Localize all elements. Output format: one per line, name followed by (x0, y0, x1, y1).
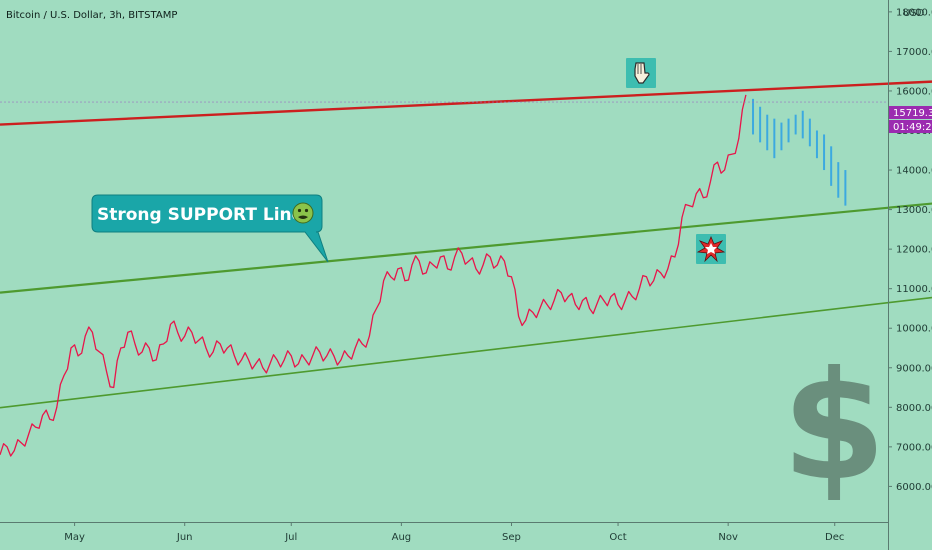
x-tick-label: Sep (502, 532, 521, 543)
y-tick-label: 11000.00 (896, 284, 932, 295)
plot-background (0, 0, 888, 522)
x-tick-label: Aug (392, 532, 412, 543)
support-callout[interactable]: Strong SUPPORT Line (91, 194, 329, 263)
dollar-sign-icon: $ (782, 340, 886, 514)
trend-lines (0, 77, 932, 409)
nauseated-face-icon (292, 202, 314, 224)
chart-title: Bitcoin / U.S. Dollar, 3h, BITSTAMP (6, 10, 177, 21)
y-tick-label: 14000.00 (896, 166, 932, 177)
x-tick-label: Jun (176, 532, 193, 543)
svg-text:$: $ (782, 340, 886, 514)
callout-bubble (91, 194, 329, 263)
price-axis[interactable]: 6000.00 7000.00 8000.00 9000.00 10000.00 1100… (888, 7, 932, 493)
currency-label: USD (903, 8, 925, 19)
y-tick-label: 18000.00 (896, 7, 932, 18)
y-tick-label: 16000.00 (896, 86, 932, 97)
y-tick-label: 9000.00 (896, 363, 932, 374)
price-badge: 15719.32 01:49:22 (889, 106, 932, 133)
y-tick-label: 6000.00 (896, 482, 932, 493)
y-tick-label: 10000.00 (896, 324, 932, 335)
price-badge-value: 15719.32 (893, 108, 932, 119)
y-tick-label: 17000.00 (896, 47, 932, 58)
explosion-icon (696, 234, 726, 264)
trend-line-lower-channel[interactable] (0, 286, 932, 409)
price-series (0, 94, 747, 457)
x-tick-label: May (64, 532, 85, 543)
price-badge-bg (889, 106, 932, 119)
time-axis[interactable]: May Jun Jul Aug Sep Oct Nov Dec (64, 522, 844, 543)
trend-line-support[interactable] (0, 194, 932, 294)
countdown-value: 01:49:22 (893, 122, 932, 133)
y-tick-label: 7000.00 (896, 442, 932, 453)
price-line[interactable] (0, 94, 747, 457)
trend-line-resistance[interactable] (0, 77, 932, 126)
y-tick-label: 12000.00 (896, 245, 932, 256)
x-tick-label: Dec (825, 532, 844, 543)
y-tick-label: 8000.00 (896, 403, 932, 414)
hand-pointing-down-icon (626, 58, 656, 88)
x-tick-label: Jul (284, 532, 297, 543)
x-tick-label: Oct (609, 532, 626, 543)
callout-text: Strong SUPPORT Line (97, 205, 303, 225)
x-tick-label: Nov (718, 532, 738, 543)
countdown-badge-bg (889, 120, 932, 133)
projection-bars (752, 98, 847, 206)
y-tick-label: 13000.00 (896, 205, 932, 216)
